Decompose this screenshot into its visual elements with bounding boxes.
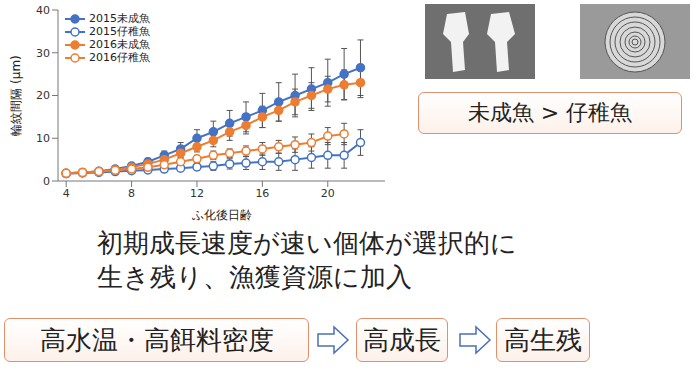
svg-text:40: 40 [36,4,50,17]
html-text:高生残: 高生残 [504,324,582,355]
svg-text:0: 0 [43,175,50,188]
html-text:2015未成魚: 2015未成魚 [89,12,150,25]
html-text:高成長: 高成長 [363,324,441,355]
html-text:高水温・高餌料密度: 高水温・高餌料密度 [39,324,274,355]
svg-text:8: 8 [128,187,135,200]
svg-text:ふ化後日齢: ふ化後日齢 [191,208,252,221]
svg-text:30: 30 [36,47,50,60]
svg-text:10: 10 [36,132,50,145]
html-text:2016未成魚: 2016未成魚 [89,38,150,51]
html-text:生き残り、漁獲資源に加入: 生き残り、漁獲資源に加入 [97,262,412,292]
html-text:2016仔稚魚: 2016仔稚魚 [89,51,150,64]
svg-text:20: 20 [36,89,50,102]
html-text:未成魚 > 仔稚魚: 未成魚 > 仔稚魚 [467,100,633,125]
html-text:2015仔稚魚: 2015仔稚魚 [89,25,150,38]
svg-text:輪紋間隔 (µm): 輪紋間隔 (µm) [9,55,23,136]
svg-text:4: 4 [63,187,70,200]
svg-text:16: 16 [255,187,269,200]
html-text:初期成長速度が速い個体が選択的に: 初期成長速度が速い個体が選択的に [97,228,517,258]
svg-text:12: 12 [190,187,204,200]
svg-text:20: 20 [321,187,335,200]
